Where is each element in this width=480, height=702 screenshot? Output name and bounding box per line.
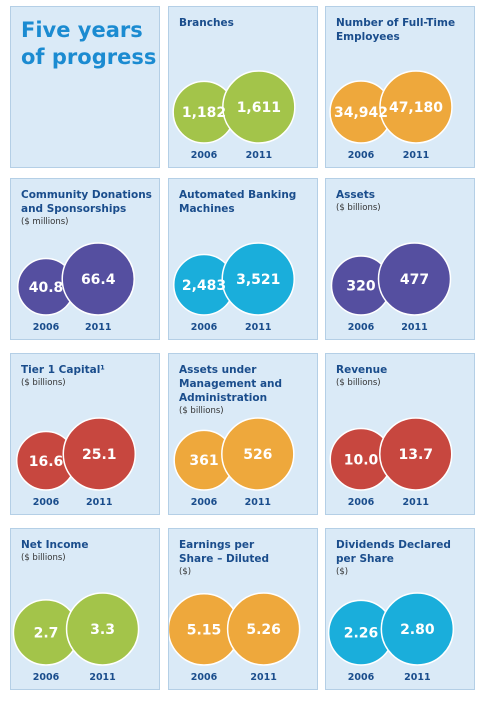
bubble-chart: 5.15 2006 5.26 2011 <box>169 592 301 683</box>
chart-title: Dividends Declared per Share <box>336 539 451 565</box>
year-label: 2011 <box>85 322 111 333</box>
panel-number-of-full-time-employees: Number of Full-Time Employees 34,942 2006 4… <box>325 6 475 168</box>
value-label: 5.26 <box>246 622 281 638</box>
value-label: 361 <box>189 453 218 469</box>
value-label: 40.8 <box>29 280 64 296</box>
year-label: 2011 <box>246 150 272 161</box>
year-label: 2011 <box>403 150 429 161</box>
bubble-2011 <box>377 242 452 316</box>
year-label: 2006 <box>191 672 218 683</box>
chart-title: Revenue <box>336 364 388 376</box>
chart-title: Number of Full-Time Employees <box>336 17 456 43</box>
value-label: 477 <box>400 272 429 288</box>
year-label: 2006 <box>348 672 375 683</box>
value-label: 13.7 <box>398 447 433 463</box>
year-label: 2006 <box>33 497 60 508</box>
bubble-chart: 1,182 2006 1,611 2011 <box>172 70 296 161</box>
panel-net-income: Net Income ($ billions) 2.7 2006 3.3 2011 <box>10 528 160 690</box>
year-label: 2011 <box>401 322 427 333</box>
bubble-chart: 2.7 2006 3.3 2011 <box>12 592 140 683</box>
panel-assets-under-management-and-administration: Assets under Management and Administrati… <box>168 353 318 515</box>
panel-automated-banking-machines: Automated Banking Machines 2,483 2006 3,521… <box>168 178 318 340</box>
year-label: 2011 <box>245 497 271 508</box>
bubble-chart: 2,483 2006 3,521 2011 <box>173 242 295 333</box>
bubble-2011 <box>380 592 455 666</box>
chart-title: Assets under Management and Administrati… <box>179 364 283 404</box>
value-label: 3.3 <box>90 622 115 638</box>
panel-community-donations-and-sponsorships: Community Donations and Sponsorships ($ m… <box>10 178 160 340</box>
chart-unit: ($ billions) <box>336 203 381 213</box>
value-label: 5.15 <box>187 622 222 638</box>
chart-unit: ($ billions) <box>21 553 66 563</box>
value-label: 25.1 <box>82 447 117 463</box>
bubble-chart: 34,942 2006 47,180 2011 <box>329 70 453 161</box>
year-label: 2006 <box>33 322 60 333</box>
panel-earnings-per-share-diluted: Earnings per Share – Diluted ($) 5.15 2006 5… <box>168 528 318 690</box>
chart-title: Community Donations and Sponsorships <box>21 189 152 215</box>
chart-title: Net Income <box>21 539 89 551</box>
title-panel: Five years of progress <box>10 6 160 168</box>
bubble-2011 <box>221 417 295 491</box>
panel-dividends-declared-per-share: Dividends Declared per Share ($) 2.26 2006 2… <box>325 528 475 690</box>
value-label: 66.4 <box>81 272 116 288</box>
panel-tier-1-capital: Tier 1 Capital¹ ($ billions) 16.6 2006 25.1 2… <box>10 353 160 515</box>
value-label: 1,182 <box>182 105 226 121</box>
year-label: 2006 <box>191 497 218 508</box>
page-title: Five years of progress <box>21 18 157 69</box>
year-label: 2006 <box>348 497 375 508</box>
year-label: 2011 <box>403 497 429 508</box>
bubble-2011 <box>379 417 453 491</box>
bubble-2011 <box>65 592 140 666</box>
bubble-chart: 40.8 2006 66.4 2011 <box>17 242 135 333</box>
bubble-2011 <box>226 592 301 666</box>
chart-unit: ($ billions) <box>336 378 381 388</box>
year-label: 2006 <box>191 322 218 333</box>
year-label: 2011 <box>250 672 276 683</box>
chart-unit: ($) <box>179 567 192 577</box>
chart-unit: ($) <box>336 567 349 577</box>
year-label: 2011 <box>89 672 115 683</box>
year-label: 2006 <box>33 672 60 683</box>
bubble-2011 <box>221 242 295 316</box>
value-label: 16.6 <box>29 454 64 470</box>
chart-title: Assets <box>336 189 376 201</box>
panel-branches: Branches 1,182 2006 1,611 2011 <box>168 6 318 168</box>
year-label: 2011 <box>404 672 430 683</box>
chart-title: Tier 1 Capital¹ <box>21 364 105 376</box>
value-label: 2.26 <box>344 626 379 642</box>
value-label: 10.0 <box>344 452 379 468</box>
year-label: 2006 <box>348 150 375 161</box>
value-label: 47,180 <box>389 100 443 116</box>
bubble-2011 <box>222 70 296 144</box>
chart-title: Earnings per Share – Diluted <box>179 539 270 565</box>
value-label: 2,483 <box>182 278 226 294</box>
year-label: 2011 <box>245 322 271 333</box>
chart-unit: ($ billions) <box>179 406 224 416</box>
year-label: 2006 <box>191 150 218 161</box>
value-label: 1,611 <box>237 100 281 116</box>
year-label: 2006 <box>348 322 375 333</box>
bubble-chart: 361 2006 526 2011 <box>173 417 295 508</box>
chart-title: Branches <box>179 17 234 29</box>
bubble-2011 <box>62 417 137 491</box>
bubble-2011 <box>61 242 135 316</box>
value-label: 526 <box>243 447 272 463</box>
chart-unit: ($ billions) <box>21 378 66 388</box>
panel-assets: Assets ($ billions) 320 2006 477 2011 <box>325 178 475 340</box>
bubble-2011 <box>379 70 453 144</box>
bubble-chart: 16.6 2006 25.1 2011 <box>15 417 137 508</box>
bubble-chart: 10.0 2006 13.7 2011 <box>329 417 453 508</box>
chart-unit: ($ millions) <box>21 217 69 227</box>
bubble-chart: 320 2006 477 2011 <box>330 242 452 333</box>
value-label: 2.7 <box>34 625 59 641</box>
panel-revenue: Revenue ($ billions) 10.0 2006 13.7 2011 <box>325 353 475 515</box>
year-label: 2011 <box>86 497 112 508</box>
value-label: 320 <box>346 279 375 295</box>
value-label: 34,942 <box>334 105 388 121</box>
bubble-chart: 2.26 2006 2.80 2011 <box>327 592 455 683</box>
value-label: 3,521 <box>236 272 280 288</box>
chart-title: Automated Banking Machines <box>179 189 297 215</box>
value-label: 2.80 <box>400 622 435 638</box>
